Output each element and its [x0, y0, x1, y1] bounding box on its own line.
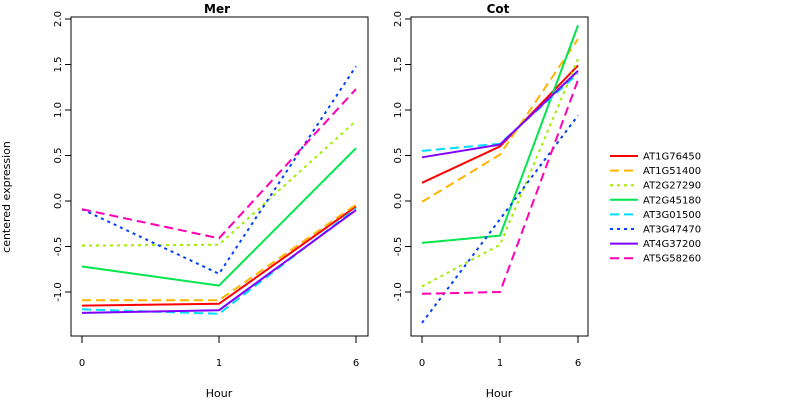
- series-line-at5g58260-cot: [421, 79, 579, 295]
- series-line-at3g01500-mer: [81, 207, 357, 315]
- legend-label-at3g01500: AT3G01500: [643, 210, 701, 221]
- series-lines-mer: [81, 65, 357, 315]
- y-tick-label: 2.0: [393, 11, 404, 27]
- x-ticks-cot: 0 1 6: [419, 336, 581, 369]
- series-line-at2g27290-mer: [81, 120, 357, 247]
- legend-label-at2g27290: AT2G27290: [643, 181, 701, 192]
- x-ticks-mer: 0 1 6: [79, 336, 359, 369]
- y-tick-label: 2.0: [53, 11, 64, 27]
- series-line-at4g37200-mer: [81, 209, 357, 314]
- series-line-at5g58260-mer: [81, 88, 357, 240]
- x-tick-label: 6: [353, 358, 359, 369]
- y-ticks-mer: -1.0 -0.5 0.0 0.5 1.0 1.5 2.0: [53, 11, 71, 302]
- series-line-at2g27290-cot: [421, 58, 579, 288]
- series-line-at1g51400-mer: [82, 203, 357, 302]
- legend-label-at5g58260: AT5G58260: [643, 254, 701, 265]
- y-tick-label: 0.5: [393, 148, 404, 164]
- y-tick-label: 1.5: [53, 57, 64, 73]
- plot-frame-mer: [70, 16, 369, 337]
- series-line-at1g76450-mer: [81, 205, 357, 307]
- x-tick-label: 1: [216, 358, 222, 369]
- panel-title-cot: Cot: [487, 2, 510, 16]
- y-tick-label: 0.0: [53, 193, 64, 209]
- legend-label-at3g47470: AT3G47470: [643, 225, 701, 236]
- y-ticks-cot: -1.0 -0.5 0.0 0.5 1.0 1.5 2.0: [393, 11, 411, 302]
- y-tick-label: 1.0: [53, 102, 64, 118]
- y-tick-label: 1.5: [393, 57, 404, 73]
- y-tick-label: 0.0: [393, 193, 404, 209]
- x-tick-label: 0: [79, 358, 85, 369]
- series-line-at1g51400-cot: [421, 38, 579, 203]
- series-line-at3g47470-cot: [421, 114, 579, 324]
- series-line-at2g45180-cot: [421, 25, 579, 244]
- legend-label-at1g51400: AT1G51400: [643, 166, 701, 177]
- legend-label-at2g45180: AT2G45180: [643, 195, 701, 206]
- x-tick-label: 1: [497, 358, 503, 369]
- series-line-at4g37200-cot: [421, 70, 579, 159]
- x-tick-label: 6: [575, 358, 581, 369]
- y-tick-label: -1.0: [393, 282, 404, 302]
- series-line-at2g45180-mer: [81, 147, 357, 287]
- y-axis-label: centered expression: [0, 141, 13, 253]
- series-line-at1g76450-cot: [421, 64, 579, 184]
- legend-label-at1g76450: AT1G76450: [643, 152, 701, 163]
- y-tick-label: 1.0: [393, 102, 404, 118]
- panel-cot: Cot Hour -1.0 -0.5 0.0 0.5 1.0 1.5 2.0 0 1 6: [393, 2, 589, 400]
- y-tick-label: 0.5: [53, 148, 64, 164]
- panel-mer: Mer Hour -1.0 -0.5 0.0 0.5 1.0 1.5 2.0 0 1 6: [53, 2, 369, 400]
- panel-title-mer: Mer: [204, 2, 230, 16]
- series-line-at3g47470-mer: [81, 65, 357, 276]
- series-lines-cot: [421, 25, 579, 324]
- x-axis-label-cot: Hour: [486, 387, 513, 400]
- y-tick-label: -1.0: [53, 282, 64, 302]
- x-tick-label: 0: [419, 358, 425, 369]
- x-axis-label-mer: Hour: [206, 387, 233, 400]
- y-tick-label: -0.5: [53, 237, 64, 257]
- y-tick-label: -0.5: [393, 237, 404, 257]
- legend: AT1G76450 AT1G51400 AT2G27290 AT2G45180 AT3G…: [610, 152, 701, 265]
- legend-label-at4g37200: AT4G37200: [643, 239, 701, 250]
